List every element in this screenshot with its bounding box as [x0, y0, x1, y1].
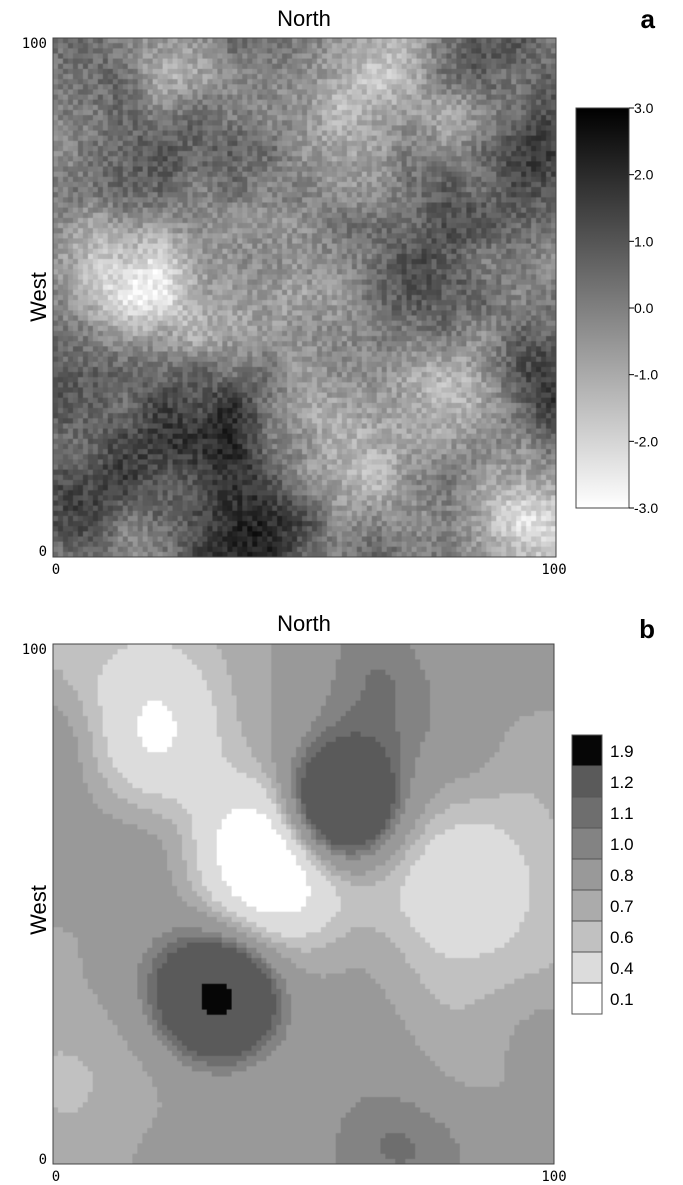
panel-a-frame — [52, 37, 557, 558]
colorbar-tick-label: -1.0 — [634, 367, 658, 383]
panel-b-legend: 1.9 1.2 1.1 1.0 0.8 0.7 0.6 0.4 0.1 — [571, 734, 634, 1015]
colorbar-tick-label: 2.0 — [634, 167, 654, 183]
legend-label: 0.7 — [610, 897, 634, 916]
legend-swatch — [571, 858, 603, 891]
colorbar-tick-label: -2.0 — [634, 433, 658, 449]
panel-a-ytick-max: 100 — [22, 36, 47, 52]
panel-b-ytick-min: 0 — [39, 1152, 47, 1168]
panel-b-xtick-max: 100 — [541, 1169, 566, 1185]
legend-label: 0.4 — [610, 959, 634, 978]
panel-a-colorbar — [575, 107, 630, 509]
panel-a-ytick-min: 0 — [39, 544, 47, 560]
panel-b-ylabel: West — [26, 885, 51, 935]
legend-label: 1.0 — [610, 835, 634, 854]
panel-b-xtick-min: 0 — [52, 1169, 60, 1185]
panel-b: North b West 100 0 0 100 1.9 1.2 1.1 1.0 0.8… — [22, 611, 655, 1185]
panel-b-contour-map — [53, 644, 554, 1164]
panel-a-xtick-max: 100 — [541, 562, 566, 578]
legend-label: 1.2 — [610, 773, 634, 792]
legend-label: 1.1 — [610, 804, 634, 823]
legend-swatch — [571, 734, 603, 767]
panel-b-label: b — [639, 614, 655, 644]
panel-a: North a West 100 0 0 100 3.0 2.0 1.0 0.0 -1.… — [22, 4, 659, 578]
panel-a-colorbar-ticks: 3.0 2.0 1.0 0.0 -1.0 -2.0 -3.0 — [629, 100, 658, 516]
panel-b-ytick-max: 100 — [22, 642, 47, 658]
colorbar-tick-label: 3.0 — [634, 100, 654, 116]
panel-b-frame — [52, 643, 555, 1165]
legend-label: 0.6 — [610, 928, 634, 947]
colorbar-tick-label: 1.0 — [634, 233, 654, 249]
legend-swatch — [571, 796, 603, 829]
panel-a-ylabel: West — [26, 272, 51, 322]
legend-label: 0.8 — [610, 866, 634, 885]
legend-swatch — [571, 951, 603, 984]
legend-swatch — [571, 920, 603, 953]
panel-a-label: a — [641, 4, 656, 34]
colorbar-tick-label: 0.0 — [634, 300, 654, 316]
legend-swatch — [571, 765, 603, 798]
legend-swatch — [571, 982, 603, 1015]
colorbar-tick-label: -3.0 — [634, 500, 658, 516]
legend-label: 1.9 — [610, 742, 634, 761]
panel-a-heatmap — [53, 38, 556, 557]
legend-swatch — [571, 827, 603, 860]
panel-a-title: North — [277, 6, 331, 31]
panel-a-xtick-min: 0 — [52, 562, 60, 578]
legend-label: 0.1 — [610, 990, 634, 1009]
panel-b-title: North — [277, 611, 331, 636]
legend-swatch — [571, 889, 603, 922]
